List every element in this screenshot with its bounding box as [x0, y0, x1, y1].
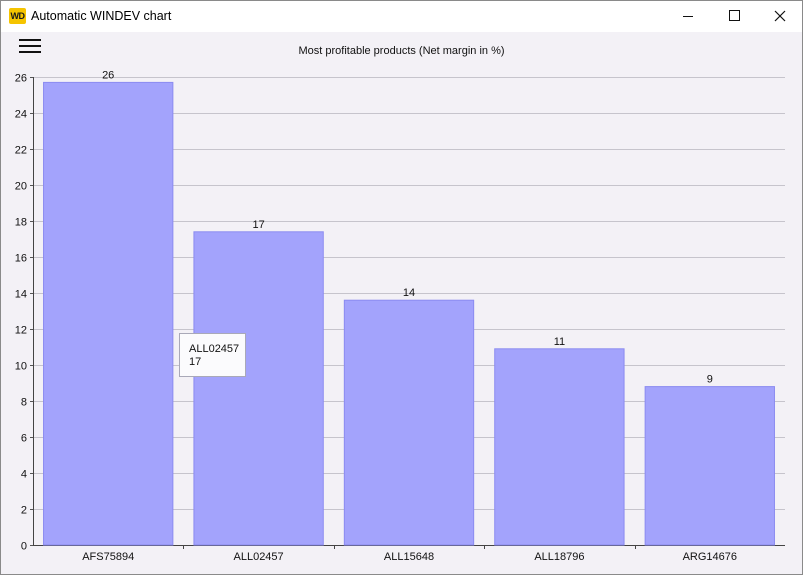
chart-title: Most profitable products (Net margin in …: [298, 45, 505, 57]
y-tick-label: 22: [15, 145, 27, 157]
y-tick-label: 12: [15, 325, 27, 337]
y-tick-label: 0: [21, 541, 27, 553]
bar: [343, 299, 475, 546]
y-tick-label: 10: [15, 361, 27, 373]
data-label: 14: [403, 287, 415, 299]
x-tick-label: ALL02457: [234, 551, 284, 563]
y-tick-label: 2: [21, 505, 27, 517]
hamburger-menu-icon: [19, 39, 41, 41]
y-tick-label: 16: [15, 253, 27, 265]
x-tick-label: ARG14676: [683, 551, 737, 563]
close-icon: [774, 10, 786, 22]
x-tick-label: ALL18796: [534, 551, 584, 563]
minimize-button[interactable]: [664, 1, 710, 32]
bar: [494, 348, 625, 546]
bar: [644, 386, 775, 546]
close-button[interactable]: [756, 1, 802, 32]
y-tick-label: 14: [15, 289, 27, 301]
tooltip-value: 17: [189, 356, 202, 368]
windev-app-icon: WD: [9, 8, 26, 24]
bar-tooltip: ALL02457 17: [179, 333, 246, 377]
bar: [193, 231, 324, 546]
data-label: 17: [252, 219, 264, 231]
window-title: Automatic WINDEV chart: [31, 9, 172, 23]
maximize-button[interactable]: [710, 1, 756, 32]
maximize-icon: [729, 10, 740, 21]
y-tick-label: 24: [15, 109, 27, 121]
bar: [43, 81, 174, 546]
data-label: 26: [102, 69, 114, 81]
y-tick-label: 18: [15, 217, 27, 229]
tooltip-category: ALL02457: [189, 343, 240, 355]
data-label: 9: [707, 374, 713, 386]
y-tick-label: 4: [21, 469, 27, 481]
data-label: 11: [554, 336, 565, 348]
y-tick-label: 6: [21, 433, 27, 445]
x-tick-label: ALL15648: [384, 551, 434, 563]
hamburger-menu-button[interactable]: [19, 38, 41, 56]
y-tick-label: 26: [15, 73, 27, 85]
y-tick-label: 8: [21, 397, 27, 409]
x-tick-label: AFS75894: [82, 551, 134, 563]
y-tick-label: 20: [15, 181, 27, 193]
title-bar[interactable]: WD Automatic WINDEV chart: [1, 1, 802, 32]
minimize-icon: [683, 16, 693, 17]
